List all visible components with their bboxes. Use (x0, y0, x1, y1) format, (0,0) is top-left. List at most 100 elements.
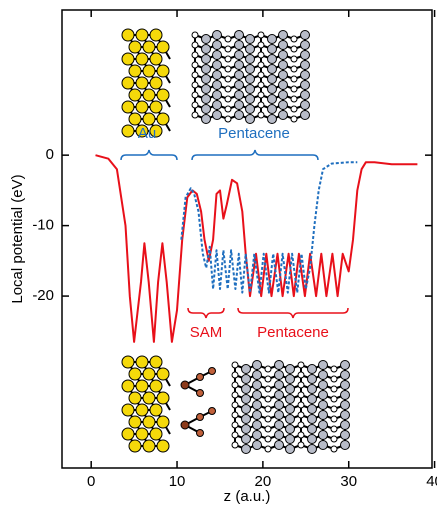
atom (225, 36, 231, 42)
atom (298, 432, 304, 438)
atom (225, 66, 231, 72)
atom (279, 31, 288, 40)
y-tick-label: -10 (32, 217, 54, 234)
atom (275, 441, 284, 450)
atom (298, 372, 304, 378)
atom (232, 362, 238, 368)
atom (265, 406, 271, 412)
atom (301, 81, 310, 90)
atom (319, 391, 328, 400)
atom (265, 416, 271, 422)
molecule-illustrations (122, 29, 350, 454)
atom (331, 446, 337, 452)
atom (192, 62, 198, 68)
atom (242, 365, 251, 374)
atom (242, 375, 251, 384)
y-tick-label: 0 (46, 146, 54, 163)
atom (235, 81, 244, 90)
atom (232, 402, 238, 408)
annotation: Pentacene (257, 324, 329, 341)
atom (298, 382, 304, 388)
atom (235, 91, 244, 100)
atom (331, 376, 337, 382)
atom (308, 405, 317, 414)
atom (286, 435, 295, 444)
atom (268, 85, 277, 94)
atom (258, 92, 264, 98)
atom (331, 436, 337, 442)
atom (265, 386, 271, 392)
atom (246, 95, 255, 104)
atom (225, 56, 231, 62)
atom (319, 411, 328, 420)
atom (192, 32, 198, 38)
atom (235, 111, 244, 120)
pentacene-brace-red (238, 308, 348, 318)
atom (225, 116, 231, 122)
atom (275, 401, 284, 410)
atom (202, 95, 211, 104)
atom (157, 65, 169, 77)
atom (286, 445, 295, 454)
atom (143, 41, 155, 53)
atom (246, 35, 255, 44)
atom (308, 385, 317, 394)
atom (232, 372, 238, 378)
atom (129, 41, 141, 53)
atom (253, 441, 262, 450)
atom (136, 53, 148, 65)
atom (232, 432, 238, 438)
atom (143, 416, 155, 428)
atom (122, 125, 134, 137)
atom (192, 72, 198, 78)
atom (301, 51, 310, 60)
atom (265, 366, 271, 372)
atom (291, 76, 297, 82)
atom (192, 102, 198, 108)
atom (150, 77, 162, 89)
atom (225, 106, 231, 112)
atom (268, 65, 277, 74)
annotation: Pentacene (218, 125, 290, 142)
au-brace (121, 150, 177, 160)
atom (331, 386, 337, 392)
atom (213, 31, 222, 40)
sam-brace (188, 308, 224, 318)
atom (253, 381, 262, 390)
atom (308, 415, 317, 424)
atom (143, 65, 155, 77)
atom (298, 412, 304, 418)
atom (286, 405, 295, 414)
atom (213, 51, 222, 60)
atom (209, 368, 216, 375)
atom (143, 113, 155, 125)
atom (192, 92, 198, 98)
atom (331, 426, 337, 432)
atom (298, 402, 304, 408)
atom (181, 421, 189, 429)
atom (308, 445, 317, 454)
atom (232, 422, 238, 428)
atom (136, 101, 148, 113)
atom (129, 65, 141, 77)
atom (341, 441, 350, 450)
atom (319, 361, 328, 370)
atom (298, 362, 304, 368)
atom (258, 112, 264, 118)
atom (157, 113, 169, 125)
x-tick-label: 30 (340, 473, 357, 490)
atom (301, 91, 310, 100)
atom (157, 89, 169, 101)
atom (150, 29, 162, 41)
x-tick-label: 10 (169, 473, 186, 490)
atom (279, 51, 288, 60)
atom (341, 371, 350, 380)
atom (213, 101, 222, 110)
atom (192, 112, 198, 118)
atom (246, 65, 255, 74)
atom (232, 442, 238, 448)
atom (202, 85, 211, 94)
atom (279, 71, 288, 80)
atom (150, 428, 162, 440)
atom (319, 401, 328, 410)
